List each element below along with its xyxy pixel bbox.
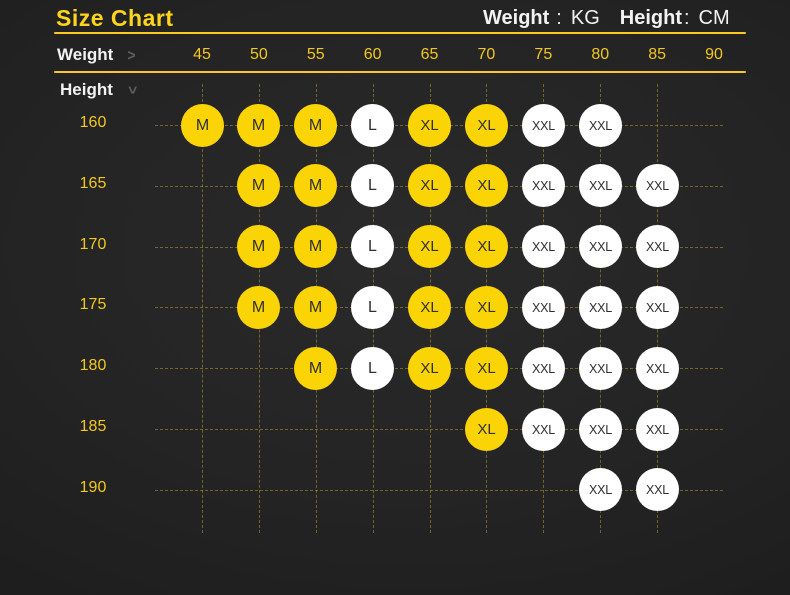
size-bubble: XXL — [579, 164, 622, 207]
units-height-colon: : — [683, 7, 690, 29]
size-bubble: M — [237, 286, 280, 329]
size-bubble: XL — [465, 104, 508, 147]
divider-top — [54, 32, 746, 34]
size-bubble: XL — [408, 225, 451, 268]
height-tick: 185 — [79, 418, 107, 435]
size-bubble: XXL — [579, 225, 622, 268]
size-bubble: XXL — [522, 104, 565, 147]
units-legend: Weight : KG Height : CM — [483, 7, 730, 30]
size-bubble: XL — [408, 347, 451, 390]
units-height-value: CM — [698, 7, 730, 29]
height-tick: 175 — [79, 296, 107, 313]
size-bubble: XXL — [522, 164, 565, 207]
size-bubble: XL — [465, 286, 508, 329]
size-bubble: XXL — [579, 286, 622, 329]
chevron-right-icon: > — [127, 45, 136, 65]
units-weight-value: KG — [570, 7, 600, 29]
size-bubble: L — [351, 225, 394, 268]
size-bubble: XL — [408, 104, 451, 147]
size-bubble: XXL — [579, 104, 622, 147]
size-bubble: M — [294, 164, 337, 207]
weight-tick: 90 — [705, 46, 723, 63]
size-bubble: XXL — [636, 468, 679, 511]
gridline-horizontal — [155, 429, 723, 430]
size-bubble: XL — [465, 225, 508, 268]
page-title: Size Chart — [56, 5, 174, 31]
weight-tick: 80 — [591, 46, 610, 63]
size-bubble: M — [237, 225, 280, 268]
size-bubble: XXL — [579, 408, 622, 451]
weight-axis-label: Weight > — [57, 45, 136, 65]
size-bubble: M — [294, 347, 337, 390]
height-tick: 170 — [79, 236, 107, 253]
size-bubble: M — [294, 104, 337, 147]
weight-tick: 50 — [249, 46, 268, 63]
size-bubble: XL — [465, 347, 508, 390]
height-tick: 160 — [79, 114, 107, 131]
height-axis-text: Height — [60, 80, 113, 99]
units-weight-colon: : — [556, 7, 562, 29]
size-bubble: M — [237, 164, 280, 207]
size-bubble: XXL — [579, 468, 622, 511]
size-bubble: XXL — [636, 347, 679, 390]
size-bubble: XXL — [522, 225, 565, 268]
weight-tick: 70 — [477, 46, 496, 63]
size-bubble: XXL — [522, 408, 565, 451]
size-bubble: XL — [465, 408, 508, 451]
size-bubble: M — [294, 225, 337, 268]
size-bubble: L — [351, 104, 394, 147]
gridline-horizontal — [155, 490, 723, 491]
size-bubble: XXL — [636, 408, 679, 451]
size-bubble: M — [294, 286, 337, 329]
size-bubble: XL — [408, 164, 451, 207]
size-bubble: L — [351, 164, 394, 207]
weight-tick: 60 — [363, 46, 382, 63]
weight-tick: 65 — [420, 46, 439, 63]
size-bubble: XXL — [636, 286, 679, 329]
weight-axis-text: Weight — [57, 45, 114, 64]
size-bubble: M — [237, 104, 280, 147]
height-tick: 180 — [79, 357, 107, 374]
weight-tick: 75 — [534, 46, 553, 63]
units-height-label: Height — [619, 7, 682, 29]
size-bubble: L — [351, 286, 394, 329]
size-bubble: XXL — [636, 164, 679, 207]
weight-tick: 55 — [306, 46, 325, 63]
size-bubble: XXL — [522, 347, 565, 390]
units-weight-label: Weight — [483, 7, 550, 29]
size-bubble: M — [181, 104, 224, 147]
weight-tick: 45 — [193, 46, 211, 63]
size-bubble: XXL — [522, 286, 565, 329]
height-tick: 165 — [79, 175, 107, 192]
gridline-vertical — [202, 84, 203, 533]
height-tick: 190 — [79, 479, 107, 496]
size-bubble: XL — [408, 286, 451, 329]
chevron-down-icon: > — [123, 85, 143, 95]
height-axis-label: Height > — [60, 80, 142, 100]
weight-tick: 85 — [648, 46, 666, 63]
divider-bottom — [54, 71, 746, 73]
size-bubble: XXL — [579, 347, 622, 390]
size-bubble: L — [351, 347, 394, 390]
size-bubble: XXL — [636, 225, 679, 268]
size-bubble: XL — [465, 164, 508, 207]
